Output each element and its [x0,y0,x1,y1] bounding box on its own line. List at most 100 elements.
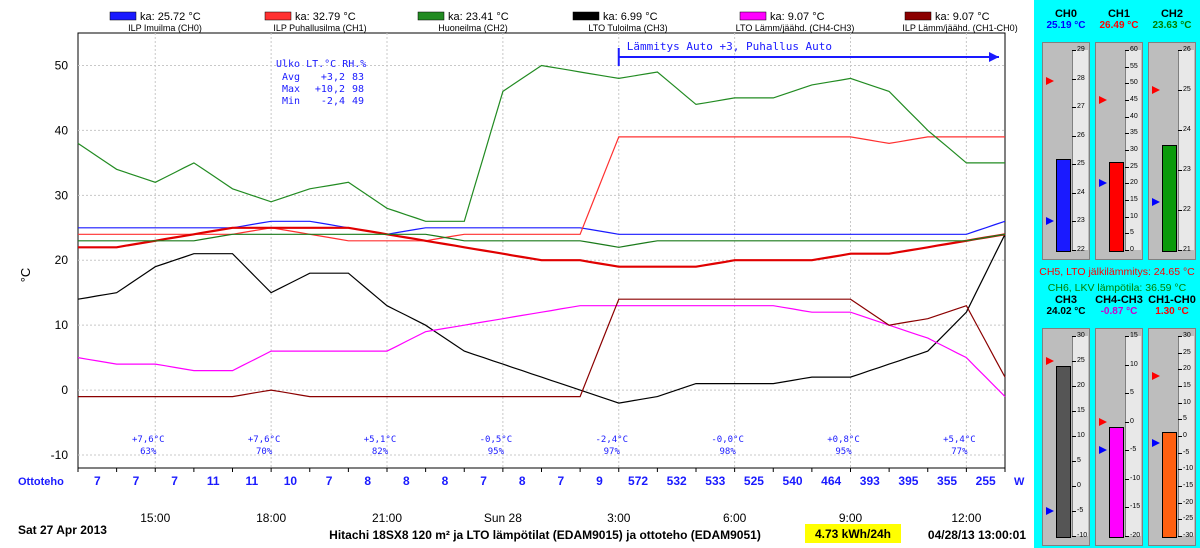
gauge-value: 26.49 °C [1099,20,1139,31]
gauge-value: 24.02 °C [1046,306,1086,317]
gauge-scale-label: -15 [1130,503,1141,511]
gauge-scale-label: -10 [1130,474,1141,482]
ch5-note: CH5, LTO jälkilämmitys: 24.65 °C [1039,266,1195,278]
main-chart-panel: -10 0 10 20 30 40 50 °C 15:00 18:00 21:00 Sun 28 3:0… [18,11,1026,543]
gauge-fill [1056,158,1071,252]
gauge-title: CH3 [1054,294,1077,306]
gauge-tick [1072,135,1076,137]
gauge-tick [1125,536,1129,537]
gauge-scale-label: -15 [1183,482,1194,489]
gauge-title: CH4-CH3 [1095,294,1143,306]
gauge-scale-label: 15 [1130,332,1138,339]
gauge-title: CH1-CH0 [1148,294,1196,306]
gauge-tick [1125,166,1129,168]
gauge-scale [1178,50,1194,250]
annotation-arrowhead [989,52,999,62]
gauge-scale-label: 5 [1183,415,1187,423]
ottoteho-value: 9 [596,474,603,488]
footer-timestamp: 04/28/13 13:00:01 [928,528,1026,542]
legend-swatch [572,11,600,21]
series-line-4 [77,234,1006,404]
outdoor-rh: 97% [604,447,621,457]
outdoor-rh: 70% [256,447,273,457]
weather-temp: +10,2 [315,84,345,95]
footer-title: Hitachi 18SX8 120 m² ja LTO lämpötilat (… [329,528,761,542]
gauge-tick [1072,536,1076,537]
gauge-tick [1125,50,1129,51]
gauge-scale-label: 29 [1077,46,1085,53]
gauge-ch1-ch0-header: CH1-CH0 1.30 °C [1142,294,1200,317]
gauge-tick [1125,336,1129,337]
gauge-min-marker-icon [1046,507,1054,515]
x-tick-label: 15:00 [140,511,170,525]
gauge-scale-label: -10 [1077,532,1088,539]
gauge-tick [1125,507,1129,509]
y-tick-label: 10 [55,318,69,332]
gauge-scale-label: -25 [1183,515,1194,523]
outdoor-rh: 77% [951,447,968,457]
gauge-scale-label: 24 [1183,126,1191,133]
ottoteho-value: 7 [480,474,487,488]
gauge-tick [1072,386,1076,387]
gauge-scale-label: -5 [1077,507,1084,514]
gauge-scale-label: 5 [1077,457,1081,464]
footer-date: Sat 27 Apr 2013 [18,523,107,537]
ottoteho-value: 355 [937,474,957,488]
gauge-scale-label: -10 [1183,465,1194,473]
gauge-tick [1178,50,1182,51]
gauge-scale-label: 0 [1130,246,1134,253]
gauge-tick [1178,386,1182,387]
series-line-3 [77,64,1005,222]
gauge-fill [1109,161,1124,252]
ottoteho-value: 8 [442,474,449,488]
x-tick-label: 6:00 [723,511,747,525]
gauge-scale-label: 10 [1130,360,1138,368]
plot-area [77,32,1006,469]
outdoor-temp: -0,5°C [480,435,513,445]
gauge-tick [1072,486,1076,487]
weather-header: Ulko LT.°C RH.% [276,59,366,70]
weather-label: Min [282,96,300,107]
gauge-scale-label: 28 [1077,74,1085,82]
gauge-scale-label: 35 [1130,129,1138,137]
gauge-scale-label: 23 [1183,166,1191,173]
gauge-tick [1072,250,1076,251]
ottoteho-value: 8 [519,474,526,488]
legend-avg: ka: 9.07 °C [935,11,990,23]
gauge-scale-label: 30 [1077,332,1085,339]
ottoteho-value: 7 [171,474,178,488]
ottoteho-value: 395 [898,474,918,488]
gauge-scale-label: 40 [1130,112,1138,120]
gauge-scale-label: 30 [1183,332,1191,339]
gauge-scale-label: 15 [1130,196,1138,203]
gauge-tick [1178,486,1182,487]
outdoor-rh: 95% [488,447,505,457]
gauge-tick [1125,478,1129,480]
ottoteho-value: 7 [133,474,140,488]
gauge-scale-label: 0 [1077,482,1081,489]
gauge-tick [1125,250,1129,251]
gauge-title: CH2 [1160,8,1183,20]
gauge-tick [1125,216,1129,218]
gauge-tick [1178,130,1182,131]
gauge-tick [1178,336,1182,337]
gauge-tick [1125,83,1129,85]
gauge-tick [1125,100,1129,101]
series-line-6 [78,298,1006,398]
outdoor-temp: +5,4°C [943,435,976,445]
legend-swatch [904,11,932,21]
legend-label: Huoneilma (CH2) [438,23,508,33]
gauge-ch3-header: CH3 24.02 °C [1036,294,1096,317]
gauge-value: -0.87 °C [1100,306,1138,317]
gauge-tick [1125,183,1129,185]
gauge-tick [1072,411,1076,412]
gauge-scale-label: 25 [1183,86,1191,93]
gauge-tick [1125,233,1129,235]
gauge-ch2-header: CH2 23.63 °C [1142,8,1200,31]
gauge-tick [1125,66,1129,68]
gauge-tick [1125,116,1129,118]
gauge-scale-label: 27 [1077,103,1085,111]
annotation-text: Lämmitys Auto +3, Puhallus Auto [627,40,832,53]
gauge-min-marker-icon [1099,179,1107,188]
outdoor-rh: 98% [719,447,736,457]
